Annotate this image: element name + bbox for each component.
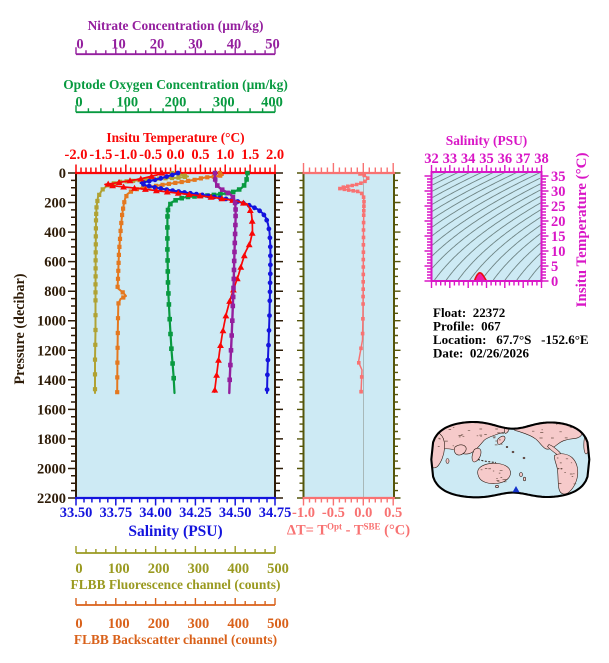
svg-text:0: 0 — [551, 274, 558, 290]
svg-text:Insitu Temperature (°C): Insitu Temperature (°C) — [574, 153, 590, 308]
svg-text:0: 0 — [75, 616, 82, 632]
svg-text:100: 100 — [108, 616, 130, 632]
svg-text:25: 25 — [551, 199, 566, 215]
svg-text:0: 0 — [76, 37, 83, 53]
svg-text:1.0: 1.0 — [216, 147, 234, 163]
svg-text:1.5: 1.5 — [241, 147, 259, 163]
svg-text:0.0: 0.0 — [166, 147, 184, 163]
svg-text:20: 20 — [150, 37, 165, 53]
svg-text:200: 200 — [44, 196, 66, 212]
svg-text:32: 32 — [424, 151, 439, 167]
svg-text:Salinity (PSU): Salinity (PSU) — [128, 523, 222, 540]
svg-text:34: 34 — [461, 151, 476, 167]
svg-text:Float: 22372: Float: 22372 — [433, 305, 505, 320]
svg-text:30: 30 — [551, 184, 566, 200]
svg-text:37: 37 — [516, 151, 531, 167]
svg-text:50: 50 — [265, 37, 280, 53]
svg-text:0.0: 0.0 — [354, 505, 372, 521]
svg-text:0: 0 — [59, 166, 66, 182]
svg-text:300: 300 — [188, 561, 210, 577]
svg-text:1600: 1600 — [37, 402, 66, 418]
svg-text:33: 33 — [443, 151, 458, 167]
svg-text:15: 15 — [551, 229, 566, 245]
svg-text:200: 200 — [165, 95, 187, 111]
svg-text:0: 0 — [75, 561, 82, 577]
svg-text:Pressure (decibar): Pressure (decibar) — [12, 273, 28, 384]
svg-text:30: 30 — [188, 37, 203, 53]
svg-text:34.00: 34.00 — [139, 505, 172, 521]
svg-text:38: 38 — [534, 151, 549, 167]
svg-text:800: 800 — [44, 284, 66, 300]
svg-text:100: 100 — [108, 561, 130, 577]
svg-text:2200: 2200 — [37, 491, 66, 507]
svg-text:1000: 1000 — [37, 314, 66, 330]
svg-text:-1.5: -1.5 — [89, 147, 112, 163]
svg-text:10: 10 — [111, 37, 126, 53]
svg-text:600: 600 — [44, 255, 66, 271]
svg-text:400: 400 — [44, 225, 66, 241]
svg-text:0.5: 0.5 — [191, 147, 209, 163]
svg-text:35: 35 — [551, 169, 566, 185]
svg-text:FLBB Fluorescence channel (cou: FLBB Fluorescence channel (counts) — [71, 577, 281, 592]
svg-text:2000: 2000 — [37, 461, 66, 477]
svg-text:ΔT= TOpt - TSBE (°C): ΔT= TOpt - TSBE (°C) — [287, 522, 410, 539]
svg-text:34.50: 34.50 — [219, 505, 252, 521]
svg-text:33.75: 33.75 — [99, 505, 132, 521]
svg-text:500: 500 — [267, 561, 289, 577]
svg-text:100: 100 — [116, 95, 138, 111]
svg-text:Optode Oxygen Concentration (µ: Optode Oxygen Concentration (µm/kg) — [63, 77, 288, 92]
svg-text:10: 10 — [551, 244, 566, 260]
svg-text:5: 5 — [551, 259, 558, 275]
svg-text:FLBB Backscatter channel (coun: FLBB Backscatter channel (counts) — [74, 632, 277, 647]
svg-text:Insitu Temperature (°C): Insitu Temperature (°C) — [106, 130, 244, 145]
svg-text:-0.5: -0.5 — [322, 505, 345, 521]
svg-text:20: 20 — [551, 214, 566, 230]
svg-text:33.50: 33.50 — [60, 505, 93, 521]
svg-text:2.0: 2.0 — [266, 147, 284, 163]
svg-text:Salinity (PSU): Salinity (PSU) — [446, 133, 527, 148]
svg-text:Location: 67.7°S -152.6°E: Location: 67.7°S -152.6°E — [433, 332, 589, 347]
svg-text:500: 500 — [267, 616, 289, 632]
svg-text:0.5: 0.5 — [384, 505, 402, 521]
svg-text:34.75: 34.75 — [259, 505, 292, 521]
svg-text:-1.0: -1.0 — [292, 505, 315, 521]
svg-text:400: 400 — [227, 561, 249, 577]
svg-text:Nitrate Concentration (µm/kg): Nitrate Concentration (µm/kg) — [88, 18, 264, 33]
svg-text:200: 200 — [148, 561, 170, 577]
svg-text:1800: 1800 — [37, 432, 66, 448]
svg-text:Profile: 067: Profile: 067 — [433, 319, 501, 334]
svg-text:40: 40 — [227, 37, 242, 53]
svg-text:-1.0: -1.0 — [114, 147, 137, 163]
svg-text:400: 400 — [227, 616, 249, 632]
svg-text:0: 0 — [75, 95, 82, 111]
svg-text:1400: 1400 — [37, 373, 66, 389]
svg-text:-2.0: -2.0 — [65, 147, 88, 163]
svg-text:34.25: 34.25 — [179, 505, 212, 521]
svg-text:400: 400 — [261, 95, 283, 111]
svg-text:1200: 1200 — [37, 343, 66, 359]
svg-text:36: 36 — [498, 151, 513, 167]
svg-text:35: 35 — [479, 151, 494, 167]
svg-text:300: 300 — [188, 616, 210, 632]
svg-text:Date: 02/26/2026: Date: 02/26/2026 — [433, 346, 530, 361]
svg-text:-0.5: -0.5 — [139, 147, 162, 163]
svg-text:300: 300 — [213, 95, 235, 111]
svg-text:200: 200 — [148, 616, 170, 632]
